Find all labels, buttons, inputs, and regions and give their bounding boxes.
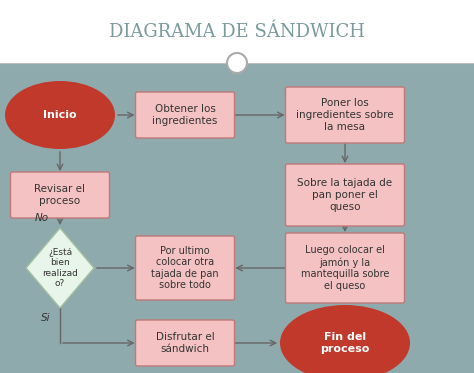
Text: Por ultimo
colocar otra
tajada de pan
sobre todo: Por ultimo colocar otra tajada de pan so… — [151, 245, 219, 291]
FancyBboxPatch shape — [10, 172, 109, 218]
FancyBboxPatch shape — [285, 164, 404, 226]
FancyBboxPatch shape — [136, 236, 235, 300]
Polygon shape — [26, 228, 94, 308]
Text: DIAGRAMA DE SÁNDWICH: DIAGRAMA DE SÁNDWICH — [109, 23, 365, 41]
Text: Luego colocar el
jamón y la
mantequilla sobre
el queso: Luego colocar el jamón y la mantequilla … — [301, 245, 389, 291]
Text: Obtener los
ingredientes: Obtener los ingredientes — [152, 104, 218, 126]
Text: ¿Está
bien
realizad
o?: ¿Está bien realizad o? — [42, 248, 78, 288]
FancyBboxPatch shape — [285, 233, 404, 303]
Bar — [0, 63, 474, 373]
Text: Inicio: Inicio — [43, 110, 77, 120]
Text: Sobre la tajada de
pan poner el
queso: Sobre la tajada de pan poner el queso — [298, 178, 392, 211]
Text: No: No — [35, 213, 49, 223]
Circle shape — [227, 53, 247, 73]
Ellipse shape — [5, 81, 115, 149]
Text: Si: Si — [41, 313, 51, 323]
Text: Fin del
proceso: Fin del proceso — [320, 332, 370, 354]
FancyBboxPatch shape — [285, 87, 404, 143]
Text: Poner los
ingredientes sobre
la mesa: Poner los ingredientes sobre la mesa — [296, 98, 394, 132]
Ellipse shape — [280, 305, 410, 373]
FancyBboxPatch shape — [136, 92, 235, 138]
Bar — [0, 0, 474, 63]
Text: Revisar el
proceso: Revisar el proceso — [35, 184, 85, 206]
FancyBboxPatch shape — [136, 320, 235, 366]
Text: Disfrutar el
sándwich: Disfrutar el sándwich — [155, 332, 214, 354]
